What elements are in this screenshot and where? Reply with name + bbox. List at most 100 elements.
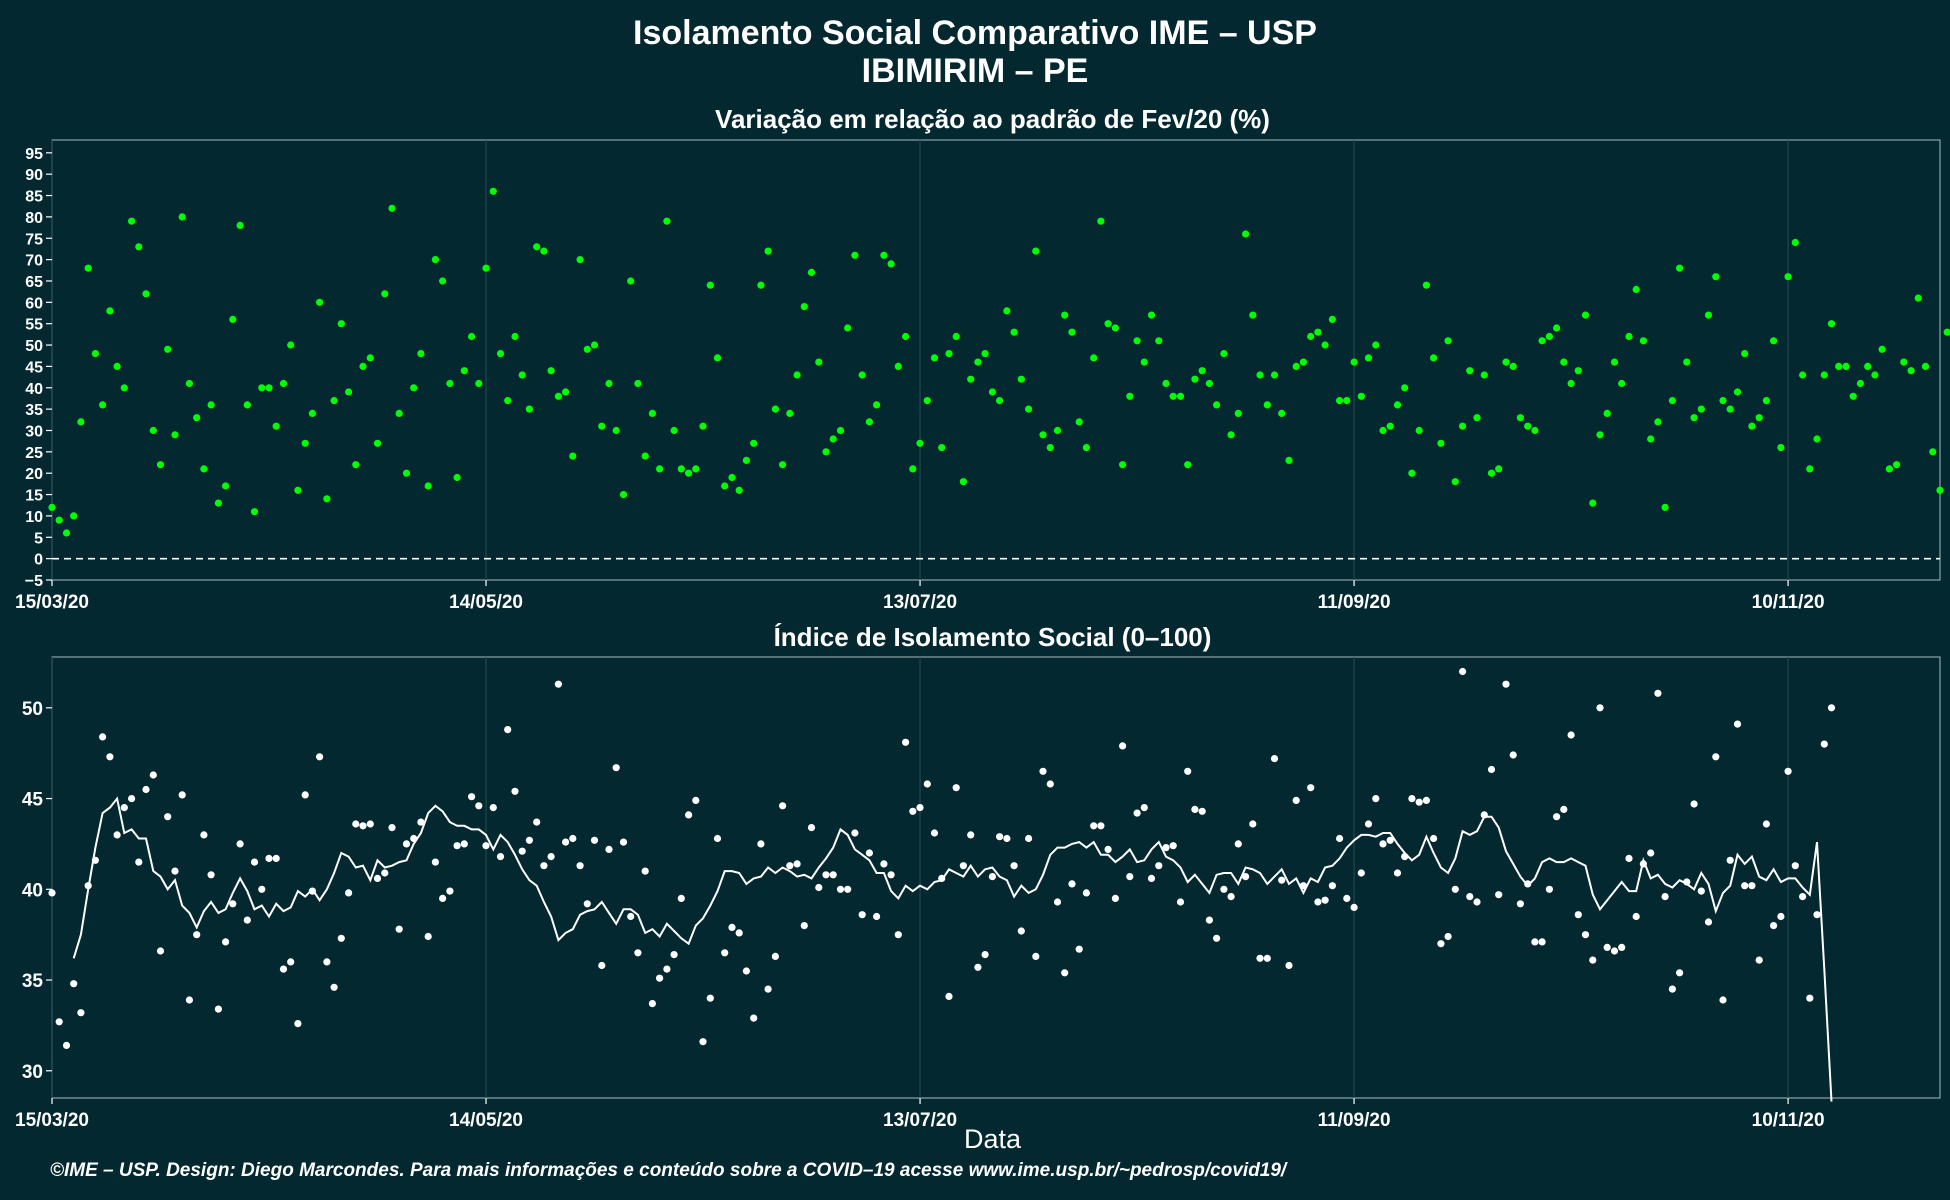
data-point <box>1929 448 1937 456</box>
data-point <box>851 251 859 259</box>
data-point <box>243 401 251 409</box>
data-point <box>489 804 497 812</box>
data-point <box>952 784 960 792</box>
data-point <box>1343 894 1351 903</box>
data-point <box>1032 952 1040 961</box>
data-point <box>1075 418 1083 426</box>
data-point <box>55 1018 63 1026</box>
data-point <box>1820 371 1828 379</box>
data-point <box>1690 800 1698 808</box>
data-point <box>424 932 432 941</box>
data-point <box>829 871 837 879</box>
data-point <box>1003 307 1011 315</box>
data-point <box>1350 358 1358 366</box>
data-point <box>771 405 780 413</box>
x-tick-label: 10/11/20 <box>1752 592 1825 613</box>
data-point <box>1010 328 1018 336</box>
chart-title: Isolamento Social Comparativo IME – USP <box>633 14 1317 52</box>
x-tick-label: 10/11/20 <box>1752 1110 1825 1131</box>
data-point <box>663 217 671 225</box>
data-point <box>1097 822 1105 830</box>
data-point <box>1690 414 1698 422</box>
data-point <box>120 384 128 392</box>
data-point <box>1639 860 1647 868</box>
data-point <box>728 473 736 482</box>
data-point <box>1668 985 1676 993</box>
data-point <box>728 923 736 932</box>
y-tick-label: 40 <box>25 381 43 398</box>
data-point <box>1285 456 1293 464</box>
data-point <box>685 811 693 819</box>
data-point <box>1784 273 1792 281</box>
data-point <box>902 332 910 341</box>
data-point <box>511 787 519 795</box>
data-point <box>1184 461 1192 469</box>
data-point <box>272 422 280 430</box>
data-point <box>815 358 823 366</box>
data-point <box>1509 751 1517 759</box>
data-point <box>930 354 939 362</box>
data-point <box>1936 486 1944 494</box>
data-point <box>1032 247 1040 255</box>
data-point <box>634 379 642 388</box>
data-point <box>1408 795 1416 803</box>
data-point <box>1632 912 1640 921</box>
data-point <box>656 974 664 982</box>
data-point <box>330 397 338 405</box>
data-point <box>1068 880 1076 888</box>
data-point <box>1610 358 1619 366</box>
data-point <box>294 1020 302 1028</box>
data-point <box>1242 230 1250 238</box>
data-point <box>598 961 606 970</box>
data-point <box>453 473 461 482</box>
data-point <box>1082 889 1090 897</box>
data-point <box>959 862 968 870</box>
data-point <box>1459 422 1467 430</box>
data-point <box>1278 876 1286 884</box>
data-point <box>865 849 874 857</box>
data-point <box>1090 822 1098 830</box>
data-point <box>77 1009 85 1017</box>
data-point <box>1278 409 1286 417</box>
data-point <box>540 862 548 870</box>
data-point <box>1487 765 1496 774</box>
data-point <box>807 824 816 832</box>
x-tick-label: 15/03/20 <box>15 592 89 613</box>
data-point <box>525 836 534 844</box>
data-point <box>1864 362 1872 370</box>
data-point <box>974 358 982 366</box>
data-point <box>496 853 505 861</box>
x-tick-label: 15/03/20 <box>15 1110 89 1131</box>
footer-credit: ©IME – USP. Design: Diego Marcondes. Par… <box>50 1160 1287 1181</box>
y-tick-label: 85 <box>25 189 43 206</box>
data-point <box>395 925 403 933</box>
data-point <box>735 486 743 494</box>
data-point <box>909 807 917 815</box>
data-point <box>468 332 476 341</box>
data-point <box>764 247 772 255</box>
data-point <box>764 985 772 993</box>
y-tick-label: 95 <box>25 146 43 163</box>
data-point <box>1372 795 1380 803</box>
data-point <box>99 401 107 409</box>
data-point <box>345 388 353 396</box>
data-point <box>1155 337 1163 345</box>
y-tick-label: 10 <box>25 509 43 526</box>
y-tick-label: 80 <box>25 210 43 227</box>
data-point <box>757 840 765 848</box>
data-point <box>250 858 259 866</box>
data-point <box>1885 465 1893 473</box>
data-point <box>1336 397 1344 405</box>
data-point <box>1147 311 1156 319</box>
y-tick-label: 50 <box>25 338 43 355</box>
data-point <box>1444 337 1452 345</box>
data-point <box>214 1005 222 1013</box>
data-point <box>1647 435 1655 443</box>
data-point <box>1270 755 1279 763</box>
data-point <box>142 785 150 794</box>
data-point <box>1784 767 1792 775</box>
data-point <box>345 889 353 897</box>
data-point <box>945 992 953 1001</box>
data-point <box>996 833 1004 841</box>
data-point <box>1430 834 1438 843</box>
